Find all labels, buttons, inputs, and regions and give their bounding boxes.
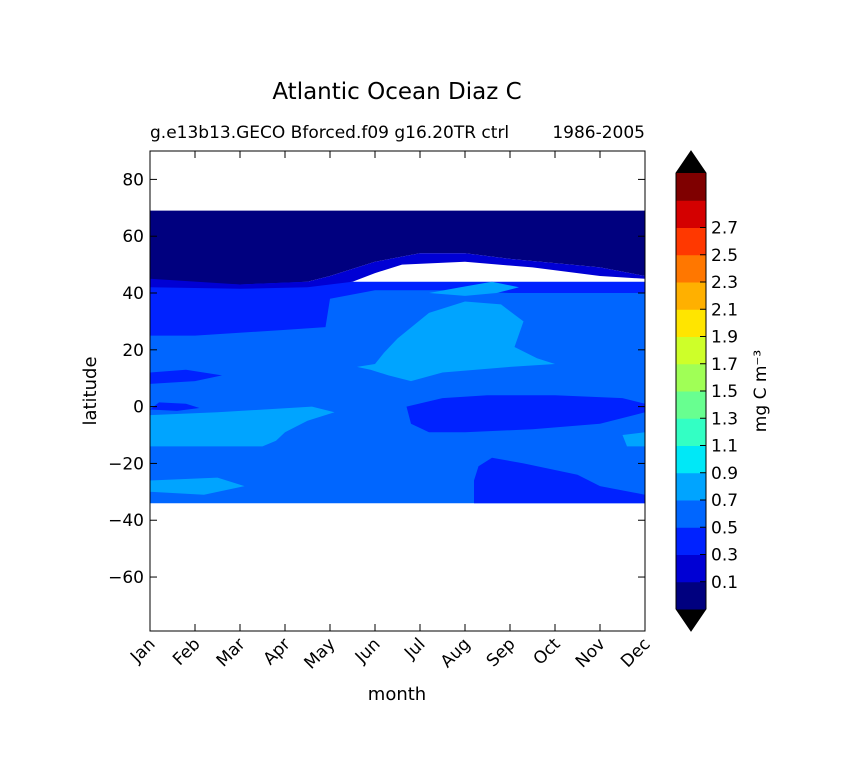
colorbar-swatch (676, 418, 706, 446)
x-tick-label: Mar (213, 634, 250, 671)
x-tick-label: Aug (437, 634, 475, 672)
x-tick-label: May (301, 634, 340, 673)
x-axis-label: month (368, 684, 426, 705)
colorbar-swatch (676, 254, 706, 283)
x-tick-label: Jun (351, 634, 385, 668)
chart-subtitle-right: 1986-2005 (552, 123, 645, 143)
colorbar-swatch (676, 309, 706, 337)
y-tick-label: 40 (122, 284, 144, 304)
colorbar-tick-label: 1.7 (711, 355, 738, 375)
colorbar-swatch (676, 363, 706, 392)
x-tick-label: Oct (530, 634, 565, 669)
colorbar-tick-label: 2.3 (711, 273, 738, 293)
colorbar-swatch (676, 500, 706, 528)
y-tick-label: −60 (108, 568, 144, 588)
colorbar-swatch (676, 200, 706, 228)
colorbar-frame (675, 150, 707, 632)
y-tick-label: −20 (108, 454, 144, 474)
colorbar-swatch (676, 282, 706, 310)
chart-title: Atlantic Ocean Diaz C (272, 79, 521, 105)
x-tick-label: Jul (400, 634, 429, 663)
colorbar-tick-label: 0.5 (711, 518, 738, 538)
contour-region (150, 287, 645, 504)
colorbar-swatch (676, 581, 706, 610)
x-tick-label: Jan (126, 634, 159, 667)
y-tick-label: 20 (122, 341, 144, 361)
contour-region (150, 253, 645, 289)
y-tick-label: 60 (122, 227, 144, 247)
colorbar-extend-high (676, 151, 706, 173)
colorbar-swatch (676, 391, 706, 419)
contour-region (150, 210, 645, 285)
colorbar-tick-label: 0.9 (711, 464, 738, 484)
y-tick-label: −40 (108, 511, 144, 531)
colorbar-swatch (676, 554, 706, 583)
colorbar-swatch (676, 472, 706, 501)
colorbar-tick-label: 0.3 (711, 546, 738, 566)
colorbar-tick-label: 2.1 (711, 300, 738, 320)
colorbar-swatch (676, 336, 706, 365)
colorbar-tick-label: 1.3 (711, 409, 738, 429)
contour-region (622, 432, 645, 447)
contour-region (429, 281, 519, 296)
colorbar-tick-label: 1.1 (711, 437, 738, 457)
contour-region (474, 457, 645, 504)
colorbar-extend-low (676, 609, 706, 631)
contour-region (150, 406, 335, 447)
chart-subtitle-left: g.e13b13.GECO Bforced.f09 g16.20TR ctrl (150, 123, 509, 143)
colorbar-label: mg C m⁻³ (751, 350, 771, 432)
contour-region (150, 281, 645, 336)
contour-region (406, 395, 645, 433)
contour-region (150, 369, 222, 384)
colorbar-tick-label: 0.1 (711, 573, 738, 593)
colorbar-tick-label: 1.9 (711, 328, 738, 348)
y-tick-label: 80 (122, 170, 144, 190)
y-tick-label: 0 (133, 398, 144, 418)
plot-frame (149, 150, 646, 632)
y-axis: 80 60 40 20 0 −20 −40 −60 (108, 170, 645, 588)
colorbar-tick-label: 0.7 (711, 491, 738, 511)
colorbar: 0.1 0.3 0.5 0.7 0.9 1.1 1.3 1.5 1.7 1.9 2.1 2.3 2.5 2… (675, 150, 738, 632)
colorbar-tick-label: 2.7 (711, 219, 738, 239)
contour-region (357, 301, 555, 382)
x-tick-label: Sep (483, 634, 520, 671)
contour-region (150, 477, 245, 495)
x-tick-label: Nov (572, 634, 610, 672)
colorbar-swatch (676, 173, 706, 201)
contour-region (150, 402, 200, 411)
colorbar-swatch (676, 445, 706, 474)
colorbar-swatch (676, 527, 706, 555)
colorbar-tick-label: 1.5 (711, 382, 738, 402)
contour-regions (150, 210, 645, 504)
colorbar-swatch (676, 227, 706, 256)
x-tick-label: Apr (260, 634, 295, 669)
x-tick-label: Dec (617, 634, 654, 671)
y-axis-label: latitude (80, 356, 101, 425)
colorbar-tick-label: 2.5 (711, 246, 738, 266)
x-tick-label: Feb (169, 634, 204, 669)
